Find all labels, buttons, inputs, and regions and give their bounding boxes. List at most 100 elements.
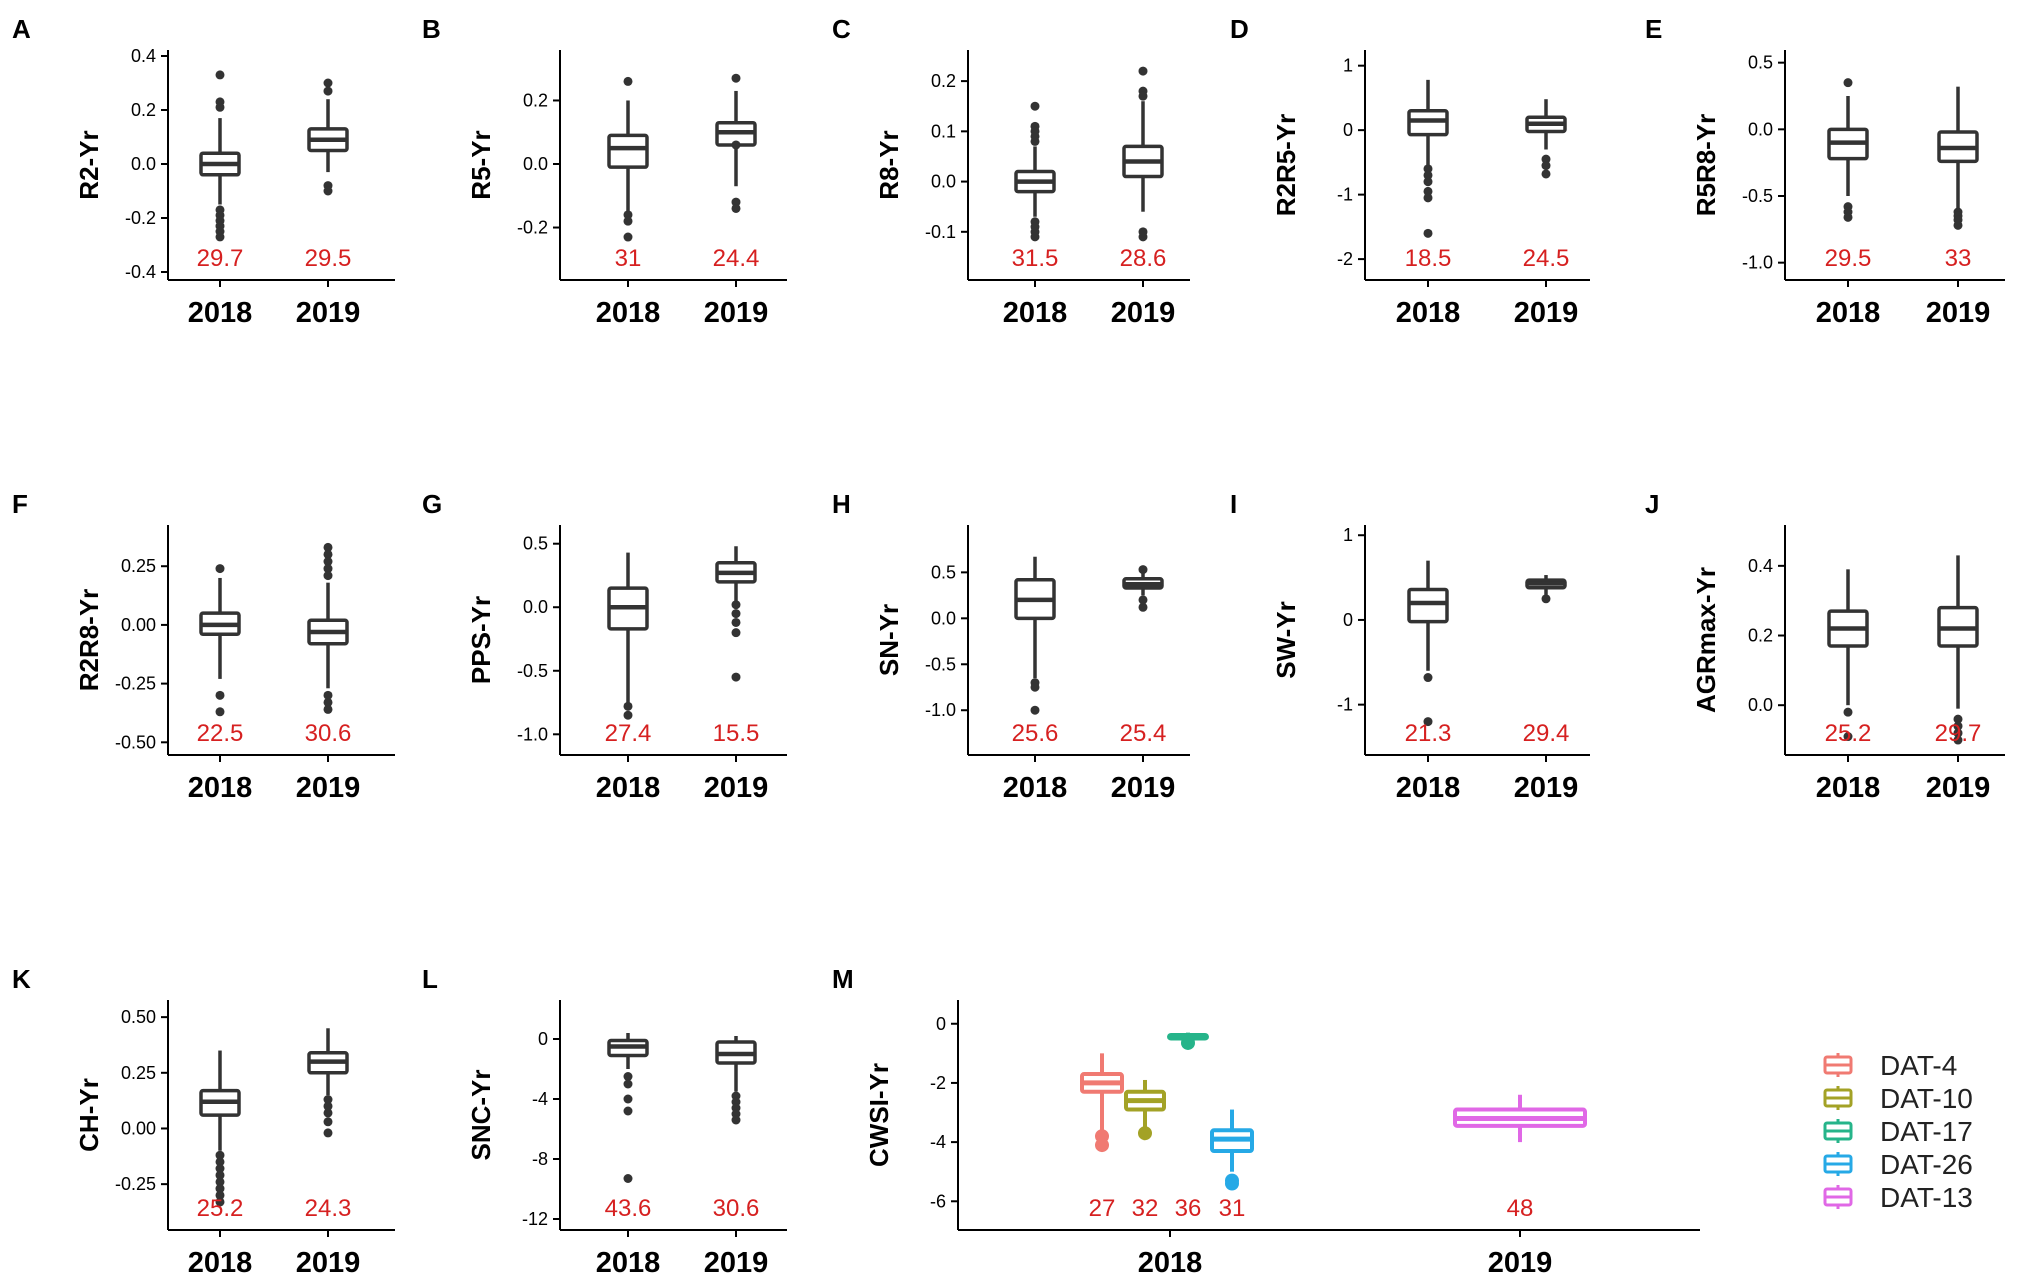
box-2019: 25.4 (1120, 565, 1166, 747)
legend-item-dat-4: DAT-4 (1823, 1050, 1957, 1081)
outlier-point (1953, 721, 1963, 731)
panel-f: F R2R8-Yr -0.50 -0.25 0.00 0.25 2018 2019 22.5 30… (12, 489, 395, 804)
y-tick-label: 0.0 (931, 608, 956, 628)
outlier-point (1138, 595, 1148, 605)
y-tick-label: 0.0 (1748, 119, 1773, 139)
x-tick-label: 2019 (1514, 297, 1579, 329)
box-2019: 24.4 (713, 73, 760, 272)
h2-label: 36 (1175, 1195, 1202, 1222)
outlier-point (215, 1170, 225, 1180)
y-tick-label: -12 (522, 1209, 548, 1229)
h2-label: 29.7 (1935, 720, 1982, 747)
h2-label: 29.7 (197, 245, 244, 272)
h2-label: 48 (1507, 1195, 1534, 1222)
x-tick-label: 2019 (296, 1247, 361, 1279)
panel-i: I SW-Yr -1 0 1 2018 2019 21.3 29.4 (1230, 489, 1590, 804)
outlier-point (1030, 705, 1040, 715)
y-tick-label: 0.2 (1748, 626, 1773, 646)
box-2018: 21.3 (1405, 560, 1451, 747)
y-axis-title: CWSI-Yr (864, 1063, 894, 1167)
h2-label: 24.5 (1523, 245, 1570, 272)
outlier-point (1095, 1138, 1109, 1153)
outlier-point (323, 542, 333, 552)
y-tick-label: -0.5 (925, 654, 956, 674)
box-body (1407, 587, 1449, 624)
box-body (607, 133, 649, 169)
y-tick-label: -1.0 (925, 700, 956, 720)
box-2019: 29.4 (1523, 575, 1569, 747)
outlier-point (1423, 164, 1433, 174)
y-tick-label: -0.50 (115, 732, 156, 752)
y-tick-label: 0.0 (523, 597, 548, 617)
outlier-point (1138, 1126, 1152, 1141)
outlier-point (1138, 565, 1148, 575)
outlier-point (323, 697, 333, 707)
y-axis-title: SW-Yr (1271, 601, 1301, 678)
box-2019: 15.5 (713, 546, 759, 747)
outlier-point (215, 232, 225, 242)
panel-letter: H (832, 489, 851, 519)
x-tick-label: 2018 (1003, 297, 1068, 329)
outlier-point (1423, 228, 1433, 238)
h2-label: 29.5 (1825, 245, 1872, 272)
outlier-point (731, 197, 741, 207)
box-2019: 30.6 (305, 542, 351, 747)
box-body (1407, 109, 1449, 137)
h2-label: 27 (1089, 1195, 1116, 1222)
panel-letter: D (1230, 14, 1249, 44)
y-axis-title: R2-Yr (74, 130, 104, 199)
panel-letter: J (1645, 489, 1659, 519)
outlier-point (1953, 714, 1963, 724)
y-tick-label: 0.2 (131, 100, 156, 120)
h2-label: 28.6 (1120, 245, 1167, 272)
x-tick-label: 2019 (1926, 772, 1991, 804)
legend-item-dat-17: DAT-17 (1823, 1116, 1973, 1147)
x-tick-label: 2018 (1396, 772, 1461, 804)
outlier-point (1138, 232, 1148, 242)
legend-label: DAT-17 (1880, 1116, 1973, 1147)
y-axis-title: R8-Yr (874, 130, 904, 199)
y-tick-label: 0.5 (523, 534, 548, 554)
outlier-point (323, 1117, 333, 1127)
outlier-point (1423, 673, 1433, 683)
h2-label: 25.2 (1825, 720, 1872, 747)
outlier-point (1953, 735, 1963, 745)
x-tick-label: 2018 (188, 297, 253, 329)
box-2019: 24.5 (1523, 99, 1570, 272)
panel-letter: A (12, 14, 31, 44)
x-tick-label: 2019 (296, 297, 361, 329)
outlier-point (215, 1164, 225, 1174)
h2-label: 29.5 (305, 245, 352, 272)
box-2019: 28.6 (1120, 66, 1167, 272)
outlier-point (623, 1174, 633, 1183)
y-tick-label: 0 (538, 1029, 548, 1049)
legend-item-dat-26: DAT-26 (1823, 1149, 1973, 1180)
y-axis-title: SNC-Yr (466, 1069, 496, 1160)
outlier-point (323, 704, 333, 714)
box-2019: 29.5 (305, 78, 352, 272)
y-tick-label: -0.5 (1742, 186, 1773, 206)
h2-label: 31.5 (1012, 245, 1059, 272)
outlier-point (731, 628, 741, 638)
box-2018-dat-17: 36 (1167, 1032, 1209, 1222)
y-tick-label: 0.5 (1748, 53, 1773, 73)
x-tick-label: 2018 (1003, 772, 1068, 804)
x-tick-label: 2018 (596, 1247, 661, 1279)
y-tick-label: -0.25 (115, 674, 156, 694)
outlier-point (1541, 154, 1551, 164)
outlier-point (623, 1079, 633, 1089)
h2-label: 24.4 (713, 245, 760, 272)
panel-letter: B (422, 14, 441, 44)
outlier-point (731, 140, 741, 150)
y-axis-title: SN-Yr (874, 604, 904, 676)
panel-letter: E (1645, 14, 1662, 44)
outlier-point (323, 1095, 333, 1105)
y-tick-label: 0 (1343, 610, 1353, 630)
outlier-point (731, 672, 741, 682)
outlier-point (1541, 594, 1551, 604)
y-tick-label: -0.2 (517, 218, 548, 238)
x-tick-label: 2019 (704, 772, 769, 804)
outlier-point (1541, 161, 1551, 171)
y-axis-title: AGRmax-Yr (1691, 567, 1721, 713)
panel-letter: C (832, 14, 851, 44)
